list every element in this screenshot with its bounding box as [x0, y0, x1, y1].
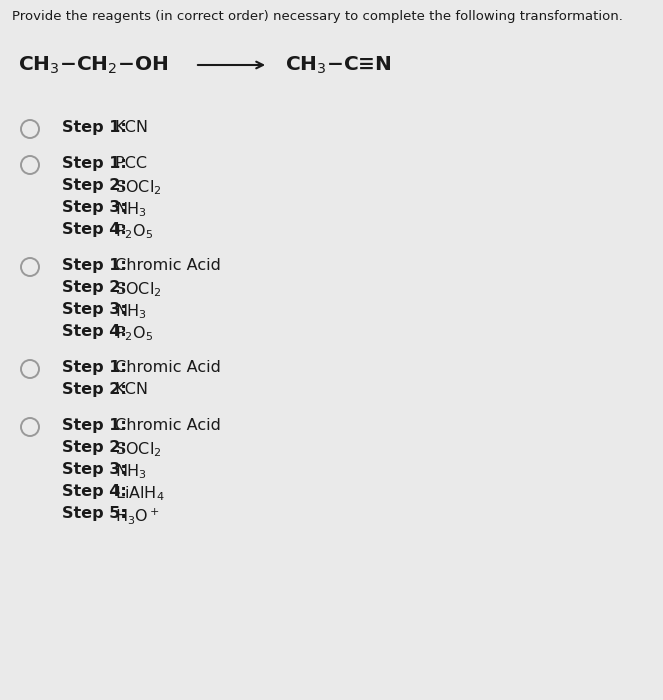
- Text: Step 3:: Step 3:: [62, 200, 127, 215]
- Text: Step 3:: Step 3:: [62, 302, 127, 317]
- Text: Chromic Acid: Chromic Acid: [109, 258, 221, 273]
- Text: Step 2:: Step 2:: [62, 178, 127, 193]
- Text: Step 4:: Step 4:: [62, 222, 127, 237]
- Text: SOCl$_2$: SOCl$_2$: [109, 280, 161, 299]
- Text: Step 3:: Step 3:: [62, 462, 127, 477]
- Text: Step 1:: Step 1:: [62, 360, 127, 375]
- Text: NH$_3$: NH$_3$: [109, 462, 147, 481]
- Text: Step 1:: Step 1:: [62, 418, 127, 433]
- Text: Step 1:: Step 1:: [62, 258, 127, 273]
- Text: P$_2$O$_5$: P$_2$O$_5$: [109, 222, 152, 241]
- Text: Step 2:: Step 2:: [62, 382, 127, 397]
- Text: NH$_3$: NH$_3$: [109, 302, 147, 321]
- Text: Step 5:: Step 5:: [62, 506, 127, 521]
- Text: NH$_3$: NH$_3$: [109, 200, 147, 218]
- Text: Step 4:: Step 4:: [62, 484, 127, 499]
- Text: H$_3$O$^+$: H$_3$O$^+$: [109, 506, 160, 526]
- Text: Step 1:: Step 1:: [62, 120, 127, 135]
- Text: Provide the reagents (in correct order) necessary to complete the following tran: Provide the reagents (in correct order) …: [12, 10, 623, 23]
- Text: CH$_3$−CH$_2$−OH: CH$_3$−CH$_2$−OH: [18, 55, 168, 76]
- Text: SOCl$_2$: SOCl$_2$: [109, 440, 161, 458]
- Text: Step 4:: Step 4:: [62, 324, 127, 339]
- Text: P$_2$O$_5$: P$_2$O$_5$: [109, 324, 152, 343]
- Text: SOCl$_2$: SOCl$_2$: [109, 178, 161, 197]
- Text: Step 2:: Step 2:: [62, 280, 127, 295]
- Text: Step 1:: Step 1:: [62, 156, 127, 171]
- Text: Chromic Acid: Chromic Acid: [109, 418, 221, 433]
- Text: Step 2:: Step 2:: [62, 440, 127, 455]
- Text: KCN: KCN: [109, 382, 148, 397]
- Text: CH$_3$−C≡N: CH$_3$−C≡N: [285, 55, 392, 76]
- Text: PCC: PCC: [109, 156, 147, 171]
- Text: Chromic Acid: Chromic Acid: [109, 360, 221, 375]
- Text: KCN: KCN: [109, 120, 148, 135]
- Text: LiAlH$_4$: LiAlH$_4$: [109, 484, 164, 503]
